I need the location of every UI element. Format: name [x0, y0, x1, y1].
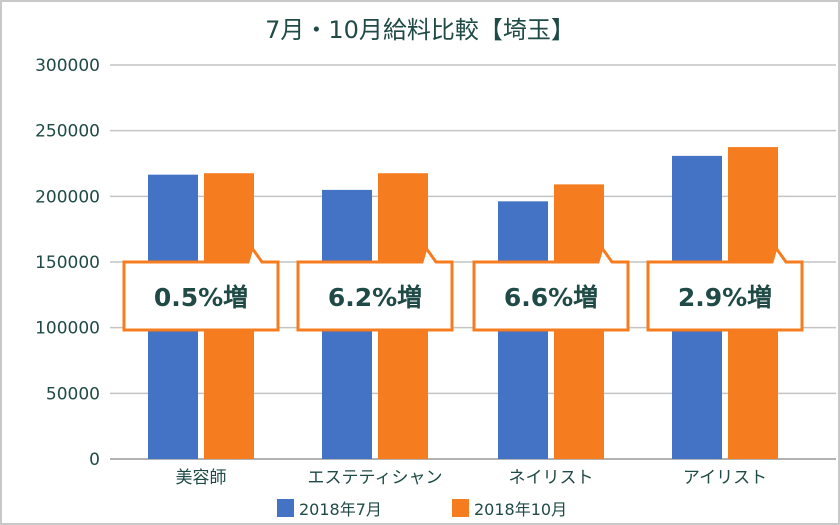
callout-label: 2.9%増	[678, 283, 772, 312]
y-tick-label: 250000	[35, 122, 100, 142]
x-category-label: エステティシャン	[308, 468, 443, 488]
callout-label: 0.5%増	[154, 283, 248, 312]
x-category-label: アイリスト	[683, 468, 767, 488]
callout-label: 6.6%増	[504, 283, 598, 312]
callout-label: 6.2%増	[328, 283, 422, 312]
callout-box	[472, 244, 630, 332]
x-category-label: 美容師	[176, 468, 227, 488]
legend-label: 2018年7月	[299, 500, 382, 519]
y-tick-label: 50000	[46, 384, 100, 404]
y-tick-label: 150000	[35, 253, 100, 273]
legend-label: 2018年10月	[474, 500, 567, 519]
legend-swatch	[277, 499, 294, 517]
y-tick-label: 100000	[35, 319, 100, 339]
y-tick-label: 0	[89, 450, 100, 470]
legend-swatch	[452, 499, 469, 517]
callout-box	[122, 244, 280, 332]
chart-title: 7月・10月給料比較【埼玉】	[265, 16, 575, 44]
y-tick-label: 200000	[35, 187, 100, 207]
y-tick-label: 300000	[35, 56, 100, 76]
callout-box	[296, 244, 454, 332]
callout-box	[646, 244, 804, 332]
x-category-label: ネイリスト	[509, 468, 594, 488]
